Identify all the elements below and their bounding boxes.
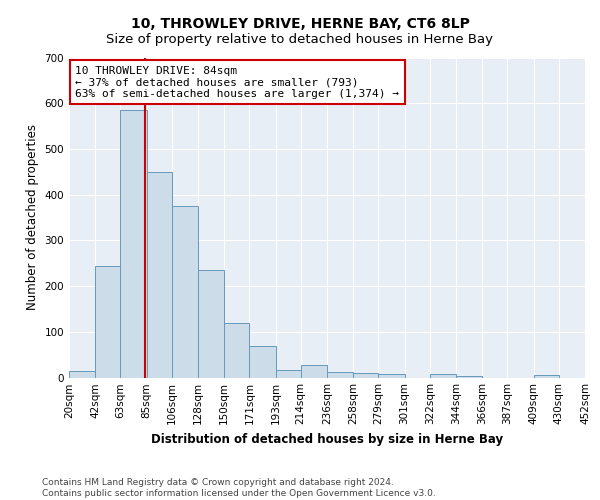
Bar bbox=[69, 370, 95, 378]
Text: Distribution of detached houses by size in Herne Bay: Distribution of detached houses by size … bbox=[151, 432, 503, 446]
Bar bbox=[121, 110, 146, 378]
Bar bbox=[95, 266, 121, 378]
Y-axis label: Number of detached properties: Number of detached properties bbox=[26, 124, 39, 310]
Bar bbox=[379, 374, 404, 378]
Bar bbox=[250, 346, 275, 378]
Text: Contains HM Land Registry data © Crown copyright and database right 2024.
Contai: Contains HM Land Registry data © Crown c… bbox=[42, 478, 436, 498]
Bar bbox=[172, 206, 198, 378]
Bar bbox=[353, 374, 379, 378]
Bar bbox=[327, 372, 353, 378]
Text: 10, THROWLEY DRIVE, HERNE BAY, CT6 8LP: 10, THROWLEY DRIVE, HERNE BAY, CT6 8LP bbox=[131, 18, 469, 32]
Bar bbox=[301, 364, 327, 378]
Bar bbox=[275, 370, 301, 378]
Text: Size of property relative to detached houses in Herne Bay: Size of property relative to detached ho… bbox=[107, 32, 493, 46]
Bar bbox=[533, 375, 559, 378]
Bar bbox=[224, 322, 250, 378]
Bar bbox=[456, 376, 482, 378]
Bar bbox=[146, 172, 172, 378]
Bar bbox=[430, 374, 456, 378]
Text: 10 THROWLEY DRIVE: 84sqm
← 37% of detached houses are smaller (793)
63% of semi-: 10 THROWLEY DRIVE: 84sqm ← 37% of detach… bbox=[75, 66, 399, 98]
Bar bbox=[198, 270, 224, 378]
